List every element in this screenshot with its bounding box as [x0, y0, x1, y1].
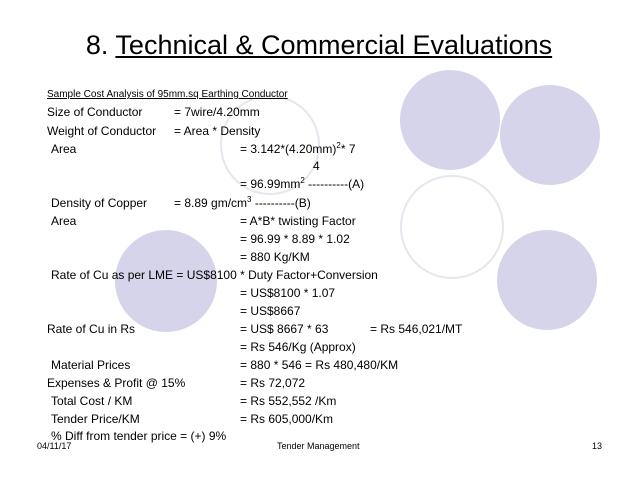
rate-rs-label: Rate of Cu in Rs	[47, 322, 136, 336]
area-label: Area	[51, 142, 77, 156]
footer-page-number: 13	[592, 441, 603, 451]
area-formula-sup: 2	[336, 141, 341, 150]
area-divisor: 4	[313, 159, 320, 173]
density-label: Density of Copper	[51, 196, 148, 210]
decor-circle	[497, 230, 597, 330]
rate-rs-calc: = US$ 8667 * 63	[240, 322, 329, 336]
density-value-sup: 3	[247, 195, 252, 204]
tender-label: Tender Price/KM	[51, 412, 140, 426]
area-formula-post: * 7	[340, 142, 356, 156]
area-result: = 96.99mm2 ----------(A)	[240, 176, 365, 192]
rate-lme: Rate of Cu as per LME = US$8100 * Duty F…	[51, 268, 378, 282]
expenses-label: Expenses & Profit @ 15%	[47, 376, 186, 390]
decor-circle	[115, 230, 217, 332]
material-value: = 880 * 546 = Rs 480,480/KM	[240, 358, 399, 372]
rate-lme-calc: = US$8100 * 1.07	[240, 286, 336, 300]
area-formula-pre: = 3.142*(4.20mm)	[240, 142, 337, 156]
density-value-pre: = 8.89 gm/cm	[174, 196, 248, 210]
decor-circle	[400, 70, 500, 170]
area2-result: = 880 Kg/KM	[240, 250, 310, 264]
weight-label: Weight of Conductor	[47, 124, 157, 138]
material-label: Material Prices	[51, 358, 131, 372]
slide-title: 8. Technical & Commercial Evaluations	[0, 30, 638, 61]
area-result-post: ----------(A)	[304, 177, 365, 191]
total-label: Total Cost / KM	[51, 394, 133, 408]
decor-circle-outline	[220, 95, 320, 195]
area2-calc: = 96.99 * 8.89 * 1.02	[240, 232, 350, 246]
subtitle: Sample Cost Analysis of 95mm.sq Earthing…	[47, 89, 288, 100]
tender-value: = Rs 605,000/Km	[240, 412, 334, 426]
area2-label: Area	[51, 214, 77, 228]
rate-rs-kg: = Rs 546/Kg (Approx)	[240, 340, 356, 354]
footer-date: 04/11/17	[37, 441, 72, 451]
density-value-post: ----------(B)	[251, 196, 311, 210]
area-result-pre: = 96.99mm	[240, 177, 301, 191]
decor-circle-outline	[400, 175, 504, 279]
total-value: = Rs 552,552 /Km	[240, 394, 337, 408]
diff-line: % Diff from tender price = (+) 9%	[51, 429, 227, 443]
title-number: 8.	[85, 30, 109, 60]
rate-lme-result: = US$8667	[240, 304, 301, 318]
footer-center: Tender Management	[277, 441, 360, 451]
area-formula: = 3.142*(4.20mm)2* 7	[240, 141, 356, 157]
expenses-value: = Rs 72,072	[240, 376, 306, 390]
density-value: = 8.89 gm/cm3 ----------(B)	[174, 195, 311, 211]
area-result-sup: 2	[300, 176, 305, 185]
area2-formula: = A*B* twisting Factor	[240, 214, 356, 228]
decor-circle	[500, 85, 600, 185]
title-text: Technical & Commercial Evaluations	[115, 30, 553, 60]
weight-value: = Area * Density	[174, 124, 261, 138]
size-label: Size of Conductor	[47, 105, 143, 119]
size-value: = 7wire/4.20mm	[174, 105, 260, 119]
rate-rs-result: = Rs 546,021/MT	[370, 322, 463, 336]
